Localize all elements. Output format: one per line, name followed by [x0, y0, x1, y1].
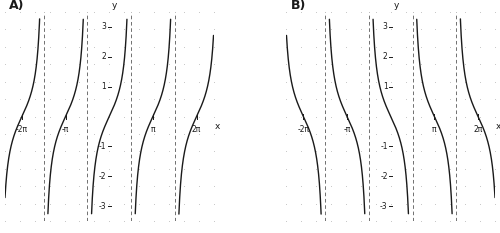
Text: -2π: -2π — [298, 125, 310, 134]
Text: 2π: 2π — [192, 125, 202, 134]
Text: B): B) — [290, 0, 306, 12]
Text: y: y — [393, 1, 398, 10]
Text: x: x — [496, 123, 500, 131]
Text: x: x — [214, 123, 220, 131]
Text: 3: 3 — [383, 22, 388, 31]
Text: 2π: 2π — [474, 125, 483, 134]
Text: -2π: -2π — [16, 125, 28, 134]
Text: π: π — [432, 125, 436, 134]
Text: -3: -3 — [380, 202, 388, 211]
Text: -1: -1 — [380, 142, 388, 151]
Text: -3: -3 — [98, 202, 106, 211]
Text: A): A) — [9, 0, 24, 12]
Text: -2: -2 — [380, 172, 388, 181]
Text: -2: -2 — [98, 172, 106, 181]
Text: 3: 3 — [102, 22, 106, 31]
Text: -1: -1 — [98, 142, 106, 151]
Text: 2: 2 — [102, 52, 106, 61]
Text: 1: 1 — [102, 82, 106, 91]
Text: -π: -π — [344, 125, 351, 134]
Text: π: π — [150, 125, 155, 134]
Text: 1: 1 — [383, 82, 388, 91]
Text: y: y — [112, 1, 117, 10]
Text: -π: -π — [62, 125, 70, 134]
Text: 2: 2 — [383, 52, 388, 61]
